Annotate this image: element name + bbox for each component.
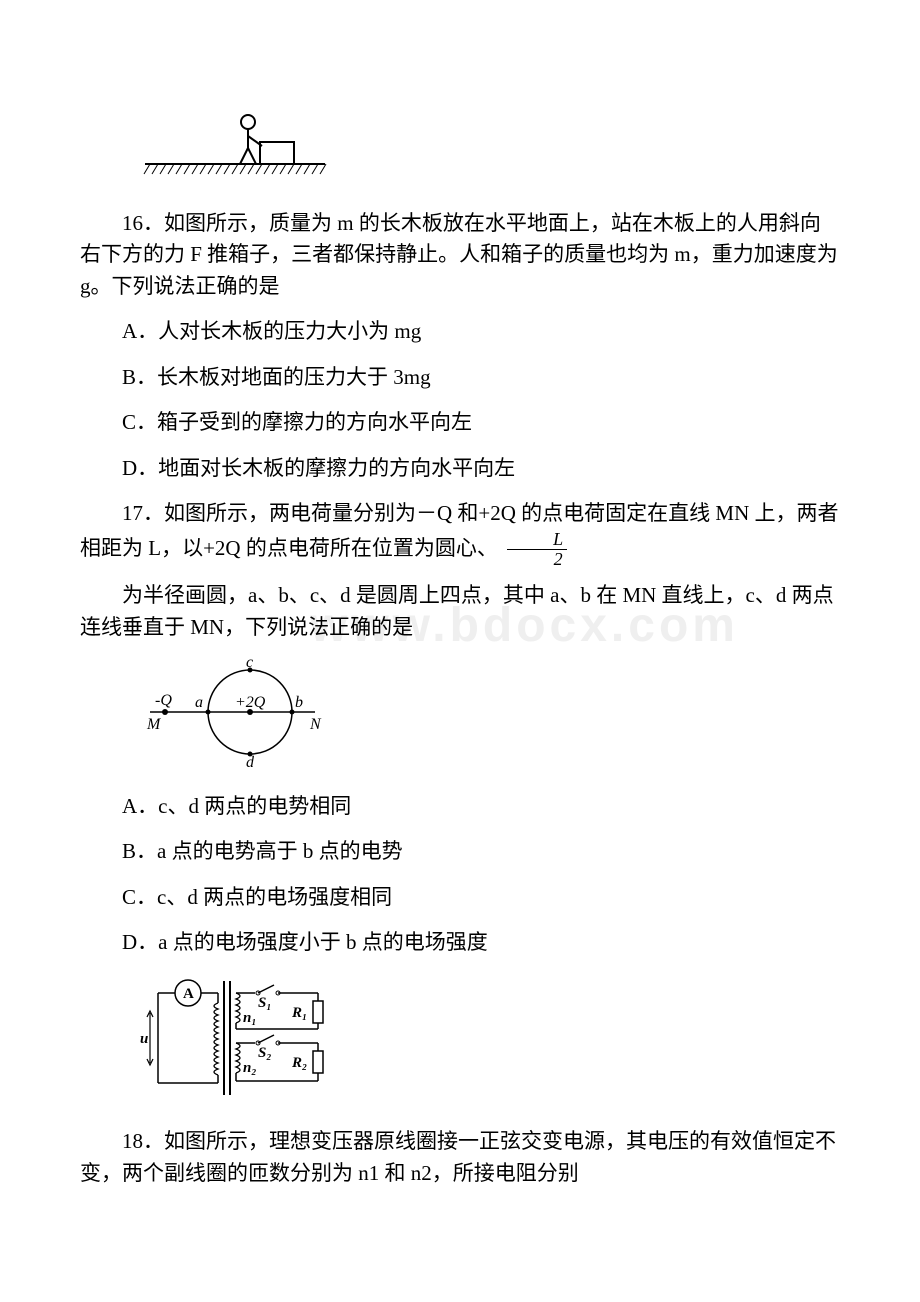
label-N: N xyxy=(309,716,322,733)
label-S2: S₂ xyxy=(258,1045,272,1061)
figure-q16 xyxy=(140,114,840,194)
label-a: a xyxy=(195,694,203,711)
label-n2: n₂ xyxy=(243,1060,257,1076)
label-ammeter: A xyxy=(183,986,194,1002)
q16-option-c: C．箱子受到的摩擦力的方向水平向左 xyxy=(80,407,840,439)
q17-option-a: A．c、d 两点的电势相同 xyxy=(80,791,840,823)
label-u: u xyxy=(140,1031,148,1047)
label-b: b xyxy=(295,694,303,711)
label-R2: R₂ xyxy=(291,1055,307,1071)
label-M: M xyxy=(146,716,162,733)
q16-stem: 16．如图所示，质量为 m 的长木板放在水平地面上，站在木板上的人用斜向右下方的… xyxy=(80,208,840,303)
label-minusQ: -Q xyxy=(155,692,172,709)
q16-option-b: B．长木板对地面的压力大于 3mg xyxy=(80,362,840,394)
q17-stem-part1: 17．如图所示，两电荷量分别为－Q 和+2Q 的点电荷固定在直线 MN 上，两者… xyxy=(80,498,840,570)
q16-option-a: A．人对长木板的压力大小为 mg xyxy=(80,316,840,348)
label-plus2Q: +2Q xyxy=(235,694,266,711)
figure-q18: A u xyxy=(140,973,840,1113)
label-R1: R₁ xyxy=(291,1005,307,1021)
q17-stem-part2: 为半径画圆，a、b、c、d 是圆周上四点，其中 a、b 在 MN 直线上，c、d… xyxy=(80,580,840,643)
fraction-L-over-2: L 2 xyxy=(507,530,567,571)
q18-stem: 18．如图所示，理想变压器原线圈接一正弦交变电源，其电压的有效值恒定不变，两个副… xyxy=(80,1126,840,1189)
fraction-denominator: 2 xyxy=(507,550,567,570)
q17-option-b: B．a 点的电势高于 b 点的电势 xyxy=(80,836,840,868)
q17-option-c: C．c、d 两点的电场强度相同 xyxy=(80,882,840,914)
q17-stem-text1: 17．如图所示，两电荷量分别为－Q 和+2Q 的点电荷固定在直线 MN 上，两者… xyxy=(80,501,839,560)
q17-option-d: D．a 点的电场强度小于 b 点的电场强度 xyxy=(80,927,840,959)
label-c: c xyxy=(246,657,253,671)
label-n1: n₁ xyxy=(243,1010,257,1026)
label-d: d xyxy=(246,754,255,767)
fraction-numerator: L xyxy=(507,530,567,551)
label-S1: S₁ xyxy=(258,995,272,1011)
figure-q17: -Q +2Q M N a b c d xyxy=(140,657,840,777)
q16-option-d: D．地面对长木板的摩擦力的方向水平向左 xyxy=(80,453,840,485)
